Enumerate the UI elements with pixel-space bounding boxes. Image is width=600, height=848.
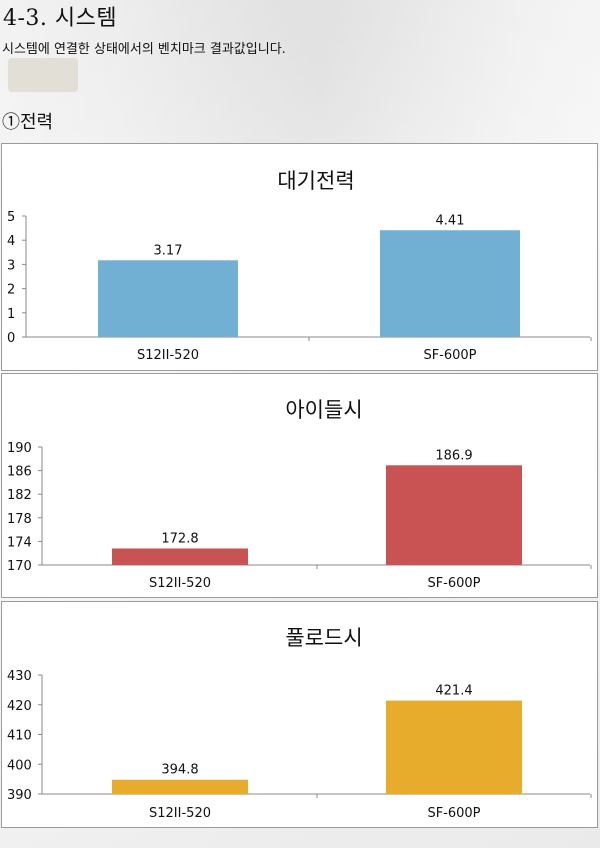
y-tick-label: 174 bbox=[7, 535, 32, 550]
data-label: 186.9 bbox=[435, 448, 472, 463]
data-label: 4.41 bbox=[436, 213, 465, 228]
data-label: 3.17 bbox=[154, 243, 183, 258]
y-tick-label: 2 bbox=[7, 283, 15, 298]
bar-full-load-0 bbox=[112, 779, 248, 794]
y-tick-label: 1 bbox=[7, 307, 15, 322]
page-heading: 4-3. 시스템 bbox=[3, 6, 118, 31]
chart-standby-power: 대기전력 0 1 2 3 4 5 3.17 S12II-520 4.41 SF-600P bbox=[7, 169, 592, 363]
x-category-label: S12II-520 bbox=[149, 576, 211, 591]
chart-panel-idle-power: 아이들시 170 174 178 182 186 190 172.8 S12II-520 186.… bbox=[1, 373, 598, 598]
y-tick-label: 430 bbox=[7, 669, 32, 684]
x-category-label: SF-600P bbox=[427, 576, 480, 591]
data-label: 421.4 bbox=[435, 684, 472, 699]
y-tick-label: 182 bbox=[7, 488, 32, 503]
page-description: 시스템에 연결한 상태에서의 벤치마크 결과값입니다. bbox=[2, 42, 286, 57]
data-label: 394.8 bbox=[161, 763, 198, 778]
y-tick-label: 5 bbox=[7, 210, 15, 225]
y-tick-label: 420 bbox=[7, 699, 32, 714]
chart-full-load-power: 풀로드시 390 400 410 420 430 394.8 S12II-520 421.4 SF… bbox=[7, 626, 592, 821]
y-tick-label: 4 bbox=[7, 234, 15, 249]
chart-idle-power: 아이들시 170 174 178 182 186 190 172.8 S12II-520 186.… bbox=[7, 398, 592, 591]
y-tick-label: 190 bbox=[7, 441, 32, 456]
chart-panel-standby-power: 대기전력 0 1 2 3 4 5 3.17 S12II-520 4.41 SF-600P bbox=[1, 143, 598, 371]
y-tick-label: 390 bbox=[7, 788, 32, 803]
bar-idle-1 bbox=[386, 465, 522, 565]
y-tick-label: 170 bbox=[7, 559, 32, 574]
y-tick-label: 400 bbox=[7, 758, 32, 773]
chart-panel-full-load-power: 풀로드시 390 400 410 420 430 394.8 S12II-520 421.4 SF… bbox=[1, 601, 598, 828]
chart-title-standby: 대기전력 bbox=[277, 169, 354, 193]
y-tick-label: 3 bbox=[7, 258, 15, 273]
x-category-label: S12II-520 bbox=[137, 348, 199, 363]
warranty-logo-watermark bbox=[8, 58, 78, 92]
x-category-label: SF-600P bbox=[423, 348, 476, 363]
chart-title-idle: 아이들시 bbox=[285, 398, 362, 422]
bar-standby-1 bbox=[380, 230, 520, 337]
y-tick-label: 410 bbox=[7, 729, 32, 744]
y-tick-label: 0 bbox=[7, 331, 15, 346]
bar-idle-0 bbox=[112, 548, 248, 565]
section-label: ①전력 bbox=[2, 112, 54, 133]
x-category-label: S12II-520 bbox=[149, 806, 211, 821]
data-label: 172.8 bbox=[161, 531, 198, 546]
chart-title-full-load: 풀로드시 bbox=[285, 626, 362, 650]
y-tick-label: 178 bbox=[7, 512, 32, 527]
bar-standby-0 bbox=[98, 260, 238, 337]
bar-full-load-1 bbox=[386, 700, 522, 794]
x-category-label: SF-600P bbox=[427, 806, 480, 821]
y-tick-label: 186 bbox=[7, 465, 32, 480]
